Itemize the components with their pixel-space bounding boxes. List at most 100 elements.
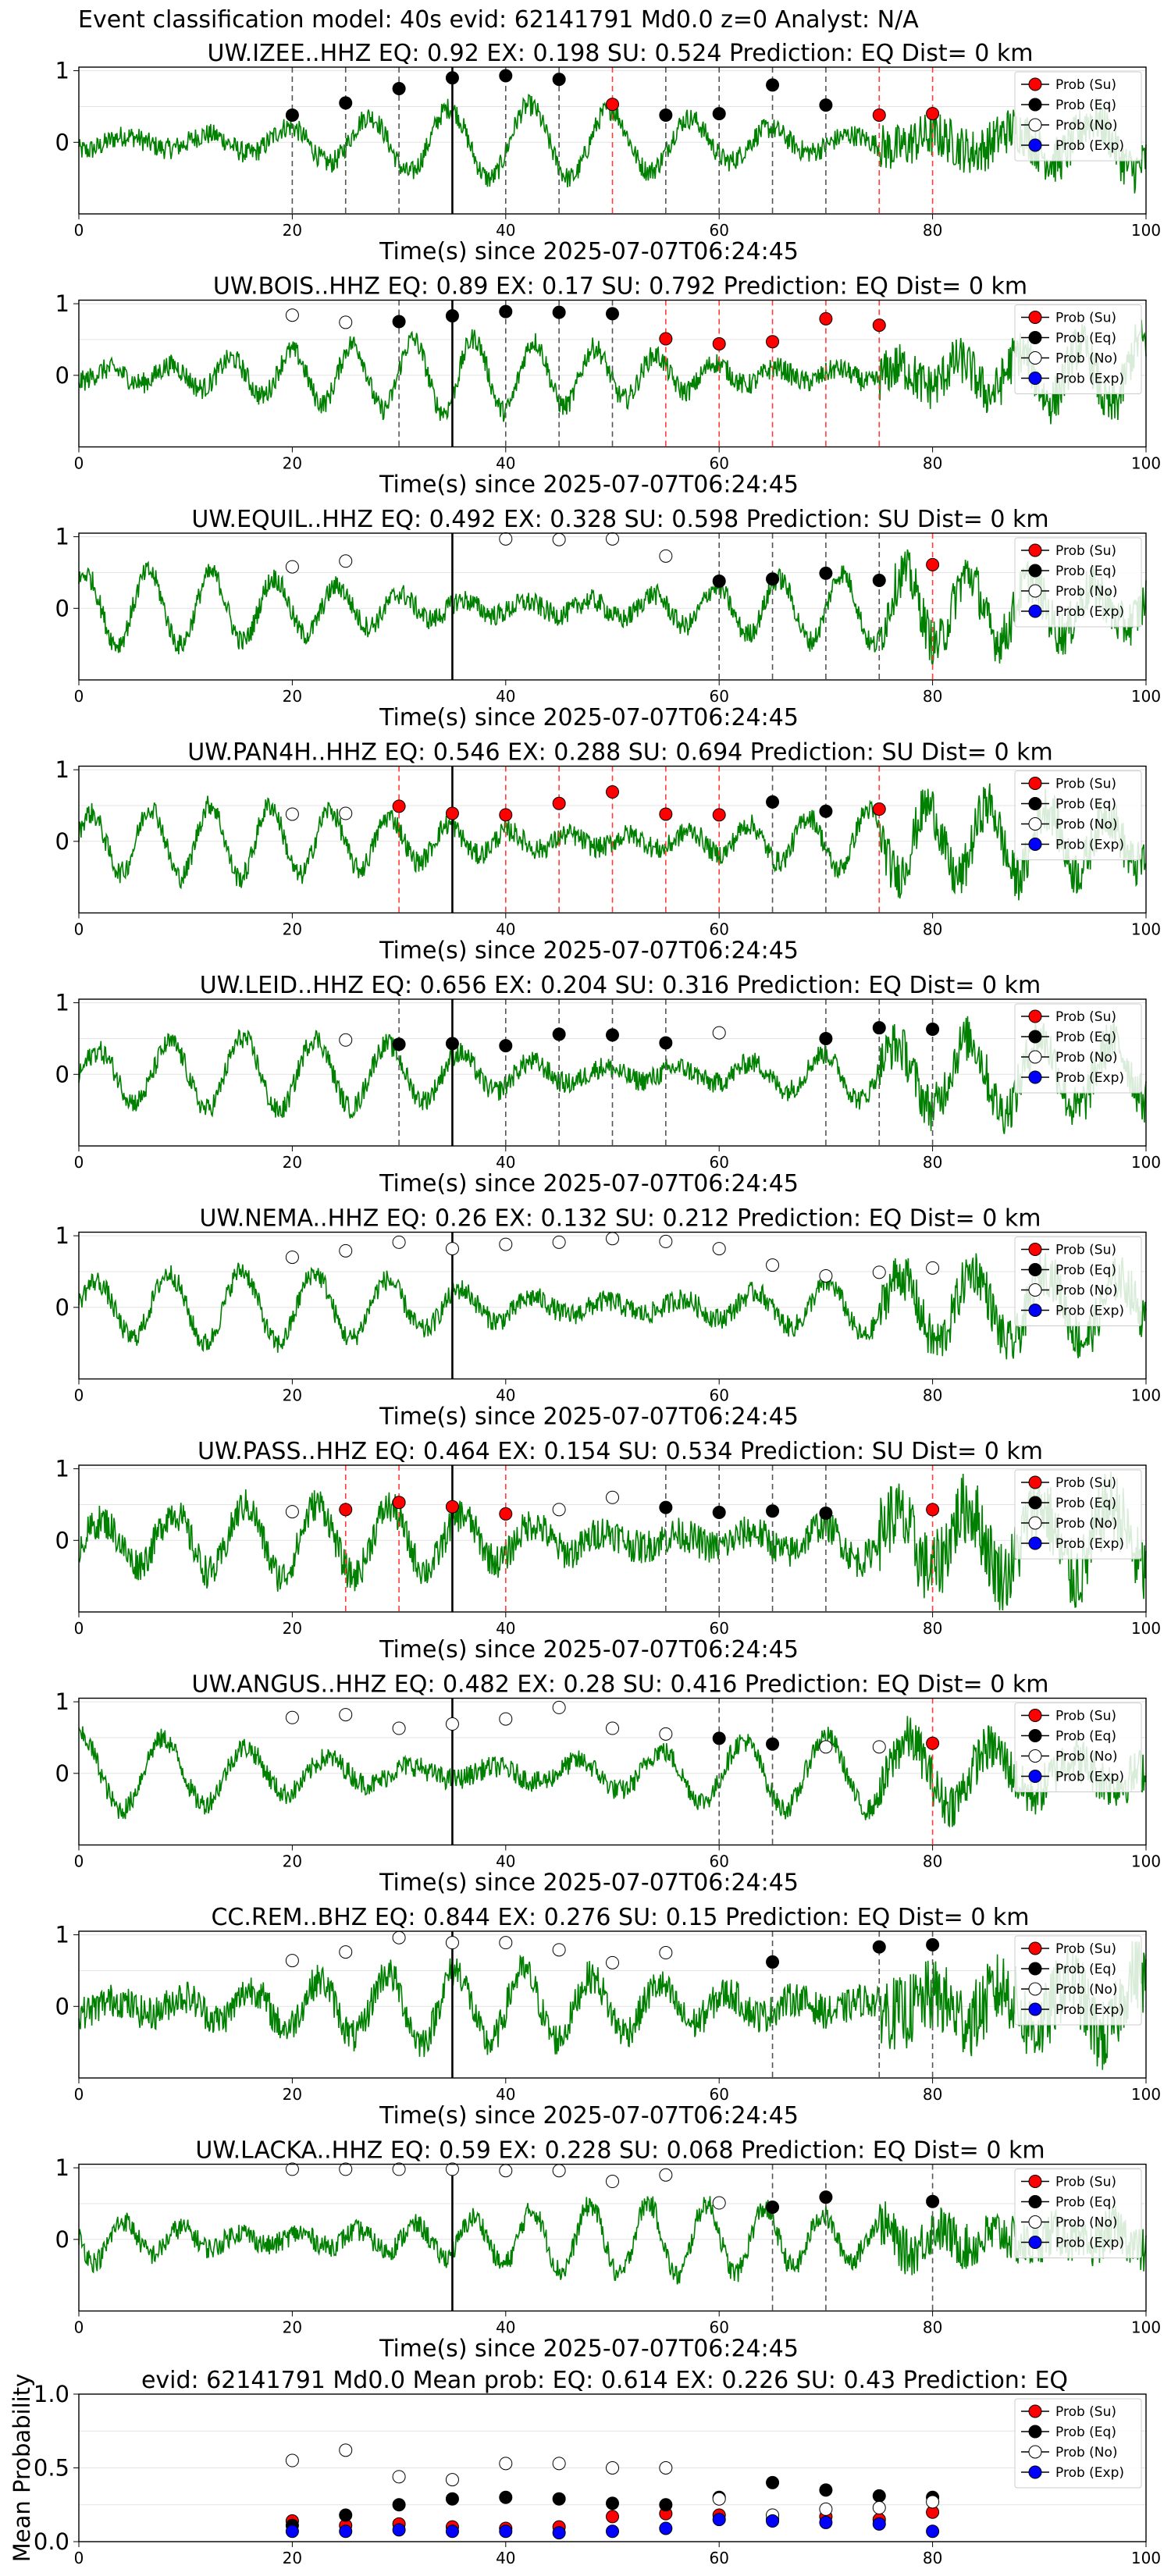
mean-probability-point [606,2461,619,2475]
legend-label: Prob (Su) [1055,543,1116,559]
legend-marker [1028,1941,1042,1955]
probability-point [445,806,459,820]
legend-marker [1028,2425,1042,2439]
panel-xlabel: Time(s) since 2025-07-07T06:24:45 [379,1404,799,1431]
y-tick-label: 1 [55,290,69,317]
legend-label: Prob (No) [1055,817,1118,833]
mean-probability-point [712,2513,726,2527]
mean-probability-point [392,2523,406,2537]
probability-point [872,574,886,588]
y-tick-label: 1 [55,1456,69,1482]
probability-point [445,71,459,85]
mean-probability-point [499,2524,513,2539]
probability-point [339,315,353,329]
legend-marker [1028,1030,1042,1044]
legend-marker [1028,2445,1042,2459]
probability-point [445,309,459,323]
legend-marker [1028,604,1042,618]
legend-marker [1028,543,1042,557]
x-tick-label: 20 [283,920,302,939]
legend-label: Prob (Eq) [1055,1263,1116,1279]
mean-probability-point [285,2524,299,2539]
probability-point [392,799,406,813]
legend-label: Prob (No) [1055,1749,1118,1765]
legend-marker [1028,1283,1042,1297]
x-tick-label: 0 [74,1852,84,1871]
x-tick-label: 0 [74,1386,84,1405]
y-tick-label: 0 [55,362,69,389]
y-tick-label: 0 [55,2226,69,2253]
probability-point [659,108,673,122]
probability-point [872,1740,886,1754]
probability-point [766,795,780,809]
y-tick-label: 1.0 [34,2381,69,2407]
legend-box [1014,1469,1142,1560]
x-tick-label: 60 [709,2085,728,2104]
probability-point [926,1261,940,1275]
legend-box [1014,304,1142,394]
x-tick-label: 60 [709,920,728,939]
mean-probability-point [445,2473,459,2487]
x-tick-label: 40 [496,2085,515,2104]
probability-point [445,1717,459,1731]
legend-marker [1028,584,1042,598]
probability-point [712,1506,726,1520]
probability-point [659,1946,673,1960]
mean-probability-point [339,2524,353,2539]
mean-probability-point [659,2498,673,2512]
probability-point [392,2162,406,2176]
probability-point [926,1937,940,1952]
probability-point [606,1955,619,1969]
probability-point [392,82,406,96]
legend-label: Prob (Eq) [1055,98,1116,113]
legend-label: Prob (No) [1055,1982,1118,1998]
legend-marker [1028,118,1042,132]
probability-point [392,1930,406,1944]
x-tick-label: 80 [923,1153,942,1172]
station-panel: Prob (Su)Prob (Eq)Prob (No)Prob (Exp)100… [55,972,1162,1197]
probability-point [552,532,566,546]
panel-title: UW.NEMA..HHZ EQ: 0.26 EX: 0.132 SU: 0.21… [200,1205,1041,1233]
x-tick-label: 60 [709,221,728,240]
probability-point [712,107,726,121]
legend-label: Prob (Eq) [1055,564,1116,579]
legend-label: Prob (Eq) [1055,2195,1116,2211]
probability-point [339,1503,353,1517]
probability-point [659,807,673,821]
x-tick-label: 40 [496,221,515,240]
x-tick-label: 100 [1131,1619,1161,1638]
legend-label: Prob (Eq) [1055,1729,1116,1745]
x-tick-label: 80 [923,2549,942,2567]
panel-xlabel: Time(s) since 2025-07-07T06:24:45 [379,2102,799,2129]
x-tick-label: 100 [1131,221,1161,240]
legend-marker [1028,2236,1042,2249]
probability-point [339,806,353,820]
legend-label: Prob (Su) [1055,1243,1116,1258]
legend-marker [1028,1749,1042,1763]
legend-label: Prob (No) [1055,2445,1118,2460]
legend-box [1014,1236,1142,1326]
x-tick-label: 80 [923,1386,942,1405]
x-tick-label: 40 [496,1619,515,1638]
probability-point [766,335,780,349]
x-tick-label: 40 [496,2318,515,2337]
station-panel: Prob (Su)Prob (Eq)Prob (No)Prob (Exp)100… [55,1671,1162,1897]
probability-point [285,1251,299,1265]
x-tick-label: 0 [74,2318,84,2337]
probability-point [339,96,353,110]
mean-probability-point [766,2514,780,2528]
station-panel: Prob (Su)Prob (Eq)Prob (No)Prob (Exp)100… [55,2137,1162,2363]
probability-point [659,1500,673,1514]
probability-point [285,308,299,322]
legend-label: Prob (No) [1055,1050,1118,1066]
probability-point [819,2190,833,2204]
probability-point [339,1945,353,1959]
y-tick-label: 0 [55,1294,69,1321]
panel-xlabel: Time(s) since 2025-07-07T06:24:45 [379,238,799,265]
probability-point [819,1740,833,1754]
probability-point [606,2175,619,2189]
probability-point [606,532,619,546]
x-tick-label: 0 [74,221,84,240]
legend-label: Prob (Eq) [1055,331,1116,347]
x-tick-label: 60 [709,687,728,706]
